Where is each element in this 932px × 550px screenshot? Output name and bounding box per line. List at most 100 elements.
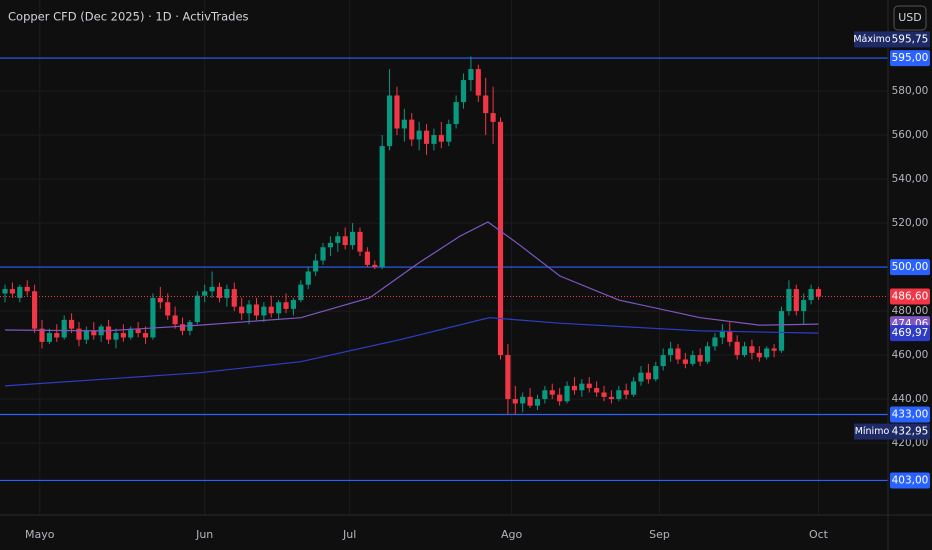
y-tick-label: 420,00 [892,437,929,449]
candle-body [128,328,134,338]
candle-body [534,399,541,406]
candle-body [46,333,52,342]
candle-body [313,260,319,272]
x-tick-label: Mayo [25,528,55,541]
candle-body [608,396,615,400]
candle-body [216,286,223,298]
plot [0,56,888,482]
candle-body [194,295,200,323]
extreme-value-badge [890,31,930,48]
candle-body [157,297,163,303]
candle-body [675,348,681,360]
y-tick-label: 480,00 [892,305,929,317]
candle-body [564,385,570,402]
candle-body [165,302,171,316]
candle-body [305,271,311,285]
level-label-badge [890,50,930,67]
candle-body [667,348,674,356]
currency-button[interactable] [893,5,927,31]
candle-body [594,388,600,393]
y-tick-label: 440,00 [892,393,929,405]
candle-body [727,330,733,342]
candle-body [209,286,215,292]
y-tick-label: 540,00 [892,173,929,185]
candle-body [712,337,718,347]
candle-body [704,346,711,362]
x-tick-label: Ago [501,528,523,541]
candle-body [135,328,141,334]
candle-body [239,306,245,314]
y-tick-label: 460,00 [892,349,929,361]
candle-body [17,286,23,298]
candle-body [771,348,777,351]
candle-body [734,341,740,356]
candle-body [801,300,807,312]
candle-body [394,95,400,129]
candle-body [150,297,156,338]
level-label-badge [890,472,930,489]
level-label-badge [890,259,930,276]
candle-body [557,394,563,402]
candle-body [601,392,607,397]
candle-body [350,231,356,246]
series-last-label-badge [890,325,930,342]
candle-body [54,333,60,338]
extreme-name-badge [854,31,890,48]
candle-body [416,130,422,140]
candle-body [9,289,16,294]
candle-body [741,346,748,356]
x-tick-label: Sep [649,528,670,541]
candle-body [815,289,822,297]
candle-body [224,289,230,298]
level-label: 433,00 [892,408,929,420]
candle-body [357,231,363,252]
candle-body [431,135,437,144]
candle-body [91,330,97,336]
candle-body [320,247,326,261]
chart-title: Copper CFD (Dec 2025) · 1D · ActivTrades [8,10,249,24]
candle-body [512,399,518,404]
candle-body [83,330,89,340]
last-price-label-badge [890,288,930,305]
candle-body [786,289,792,312]
candle-body [276,302,282,314]
y-tick-label: 580,00 [892,85,929,97]
candle-body [68,319,75,329]
candle-body [253,304,260,316]
candle-body [497,121,504,356]
series-last-label: 469,97 [892,327,929,339]
candle-body [438,135,444,142]
extreme-value-badge [890,423,930,440]
candle-body [409,119,415,140]
candle-body [756,352,762,358]
candle-body [764,348,770,358]
candle-body [645,372,651,380]
candle-body [76,328,82,340]
level-label: 595,00 [892,52,929,64]
level-label: 403,00 [892,474,929,486]
candle-body [793,289,799,312]
moving-average-line [4,317,819,387]
candle-body [483,95,489,114]
candle-body [460,80,467,103]
candle-body [623,390,629,395]
candle-body [638,372,644,382]
candle-body [542,390,548,400]
candle-body [490,113,496,122]
candle-body [505,355,511,400]
candle-body [446,124,452,142]
grid [0,0,888,515]
extreme-name: Mínimo [855,426,890,437]
candle-body [682,359,688,364]
candle-body [379,146,385,268]
candle-body [283,302,289,309]
candle-body [586,383,592,389]
level-label: 500,00 [892,261,929,273]
candle-body [749,346,755,353]
candle-body [386,95,393,147]
candle-body [231,289,237,307]
currency-label[interactable]: USD [898,11,922,24]
candle-body [202,291,208,296]
candle-body [475,69,481,96]
